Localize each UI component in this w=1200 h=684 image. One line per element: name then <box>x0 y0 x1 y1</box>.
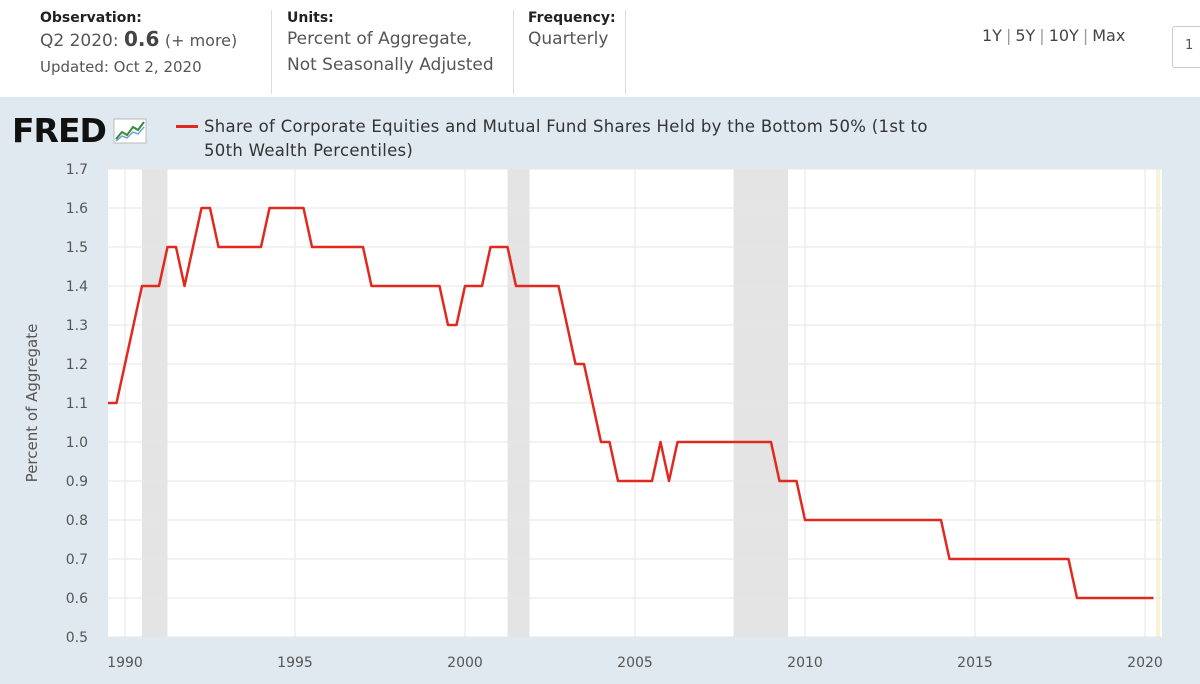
y-tick-label: 0.6 <box>66 591 88 607</box>
fred-logo-text: FRED <box>12 111 107 150</box>
y-tick-label: 0.5 <box>66 630 88 646</box>
units-line-1: Percent of Aggregate, <box>287 29 473 49</box>
observation-label: Observation: <box>40 10 142 26</box>
series-metadata-bar: Observation: Q2 2020: 0.6 (+ more) Updat… <box>0 0 1200 97</box>
frequency-block: Frequency: Quarterly <box>528 10 616 52</box>
series-group <box>108 206 1154 600</box>
x-tick-label: 2020 <box>1127 655 1163 671</box>
observation-line: Q2 2020: 0.6 (+ more) <box>40 27 237 54</box>
range-10y-link[interactable]: 10Y <box>1048 26 1079 45</box>
x-tick-label: 2005 <box>617 655 653 671</box>
frequency-label: Frequency: <box>528 10 616 26</box>
divider <box>625 10 626 94</box>
y-tick-label: 1.1 <box>66 396 88 412</box>
units-label: Units: <box>287 10 334 26</box>
x-tick-label: 2015 <box>957 655 993 671</box>
y-tick-label: 0.9 <box>66 474 88 490</box>
x-tick-label: 2000 <box>447 655 483 671</box>
y-tick-label: 1.6 <box>66 201 88 217</box>
date-start-input[interactable]: 1 <box>1172 26 1200 68</box>
y-tick-label: 1.4 <box>66 279 88 295</box>
gridlines-group <box>108 168 1162 638</box>
divider <box>513 10 514 94</box>
units-block: Units: Percent of Aggregate, Not Seasona… <box>287 10 494 78</box>
y-tick-label: 0.8 <box>66 513 88 529</box>
x-axis-ticks: 1990 1995 2000 2005 2010 2015 2020 <box>107 655 1163 671</box>
range-1y-link[interactable]: 1Y <box>982 26 1002 45</box>
frequency-value: Quarterly <box>528 29 609 49</box>
fred-logo-chart-icon <box>113 118 147 144</box>
range-separator: | <box>1082 26 1089 45</box>
divider <box>271 10 272 94</box>
y-tick-label: 1.5 <box>66 240 88 256</box>
range-5y-link[interactable]: 5Y <box>1015 26 1036 45</box>
y-tick-label: 1.3 <box>66 318 88 334</box>
range-separator: | <box>1005 26 1012 45</box>
y-axis-label: Percent of Aggregate <box>23 324 41 483</box>
legend-line-swatch <box>176 125 198 128</box>
units-line-2: Not Seasonally Adjusted <box>287 55 494 75</box>
observation-period: Q2 2020: <box>40 31 119 51</box>
series-title-line-1: Share of Corporate Equities and Mutual F… <box>204 117 928 136</box>
fred-logo: FRED <box>12 111 147 150</box>
range-max-link[interactable]: Max <box>1092 26 1126 45</box>
series-title-line-2: 50th Wealth Percentiles) <box>204 141 414 160</box>
updated-date: Updated: Oct 2, 2020 <box>40 58 202 76</box>
x-tick-label: 1990 <box>107 655 143 671</box>
x-tick-label: 2010 <box>787 655 823 671</box>
series-title: Share of Corporate Equities and Mutual F… <box>204 115 928 163</box>
date-range-selector: 1Y | 5Y | 10Y | Max <box>982 26 1125 45</box>
y-tick-label: 0.7 <box>66 552 88 568</box>
range-separator: | <box>1039 26 1045 45</box>
more-observations-link[interactable]: (+ more) <box>164 31 238 50</box>
y-axis-ticks: 0.5 0.6 0.7 0.8 0.9 1.0 1.1 1.2 1.3 1.4 1.5 1.6 1.7 <box>66 162 88 646</box>
observation-value: 0.6 <box>124 27 160 51</box>
x-tick-label: 1995 <box>277 655 313 671</box>
observation-block: Observation: Q2 2020: 0.6 (+ more) Updat… <box>40 10 237 76</box>
y-tick-label: 1.2 <box>66 357 88 373</box>
y-tick-label: 1.0 <box>66 435 88 451</box>
series-line[interactable] <box>108 206 1154 600</box>
y-tick-label: 1.7 <box>66 162 88 178</box>
